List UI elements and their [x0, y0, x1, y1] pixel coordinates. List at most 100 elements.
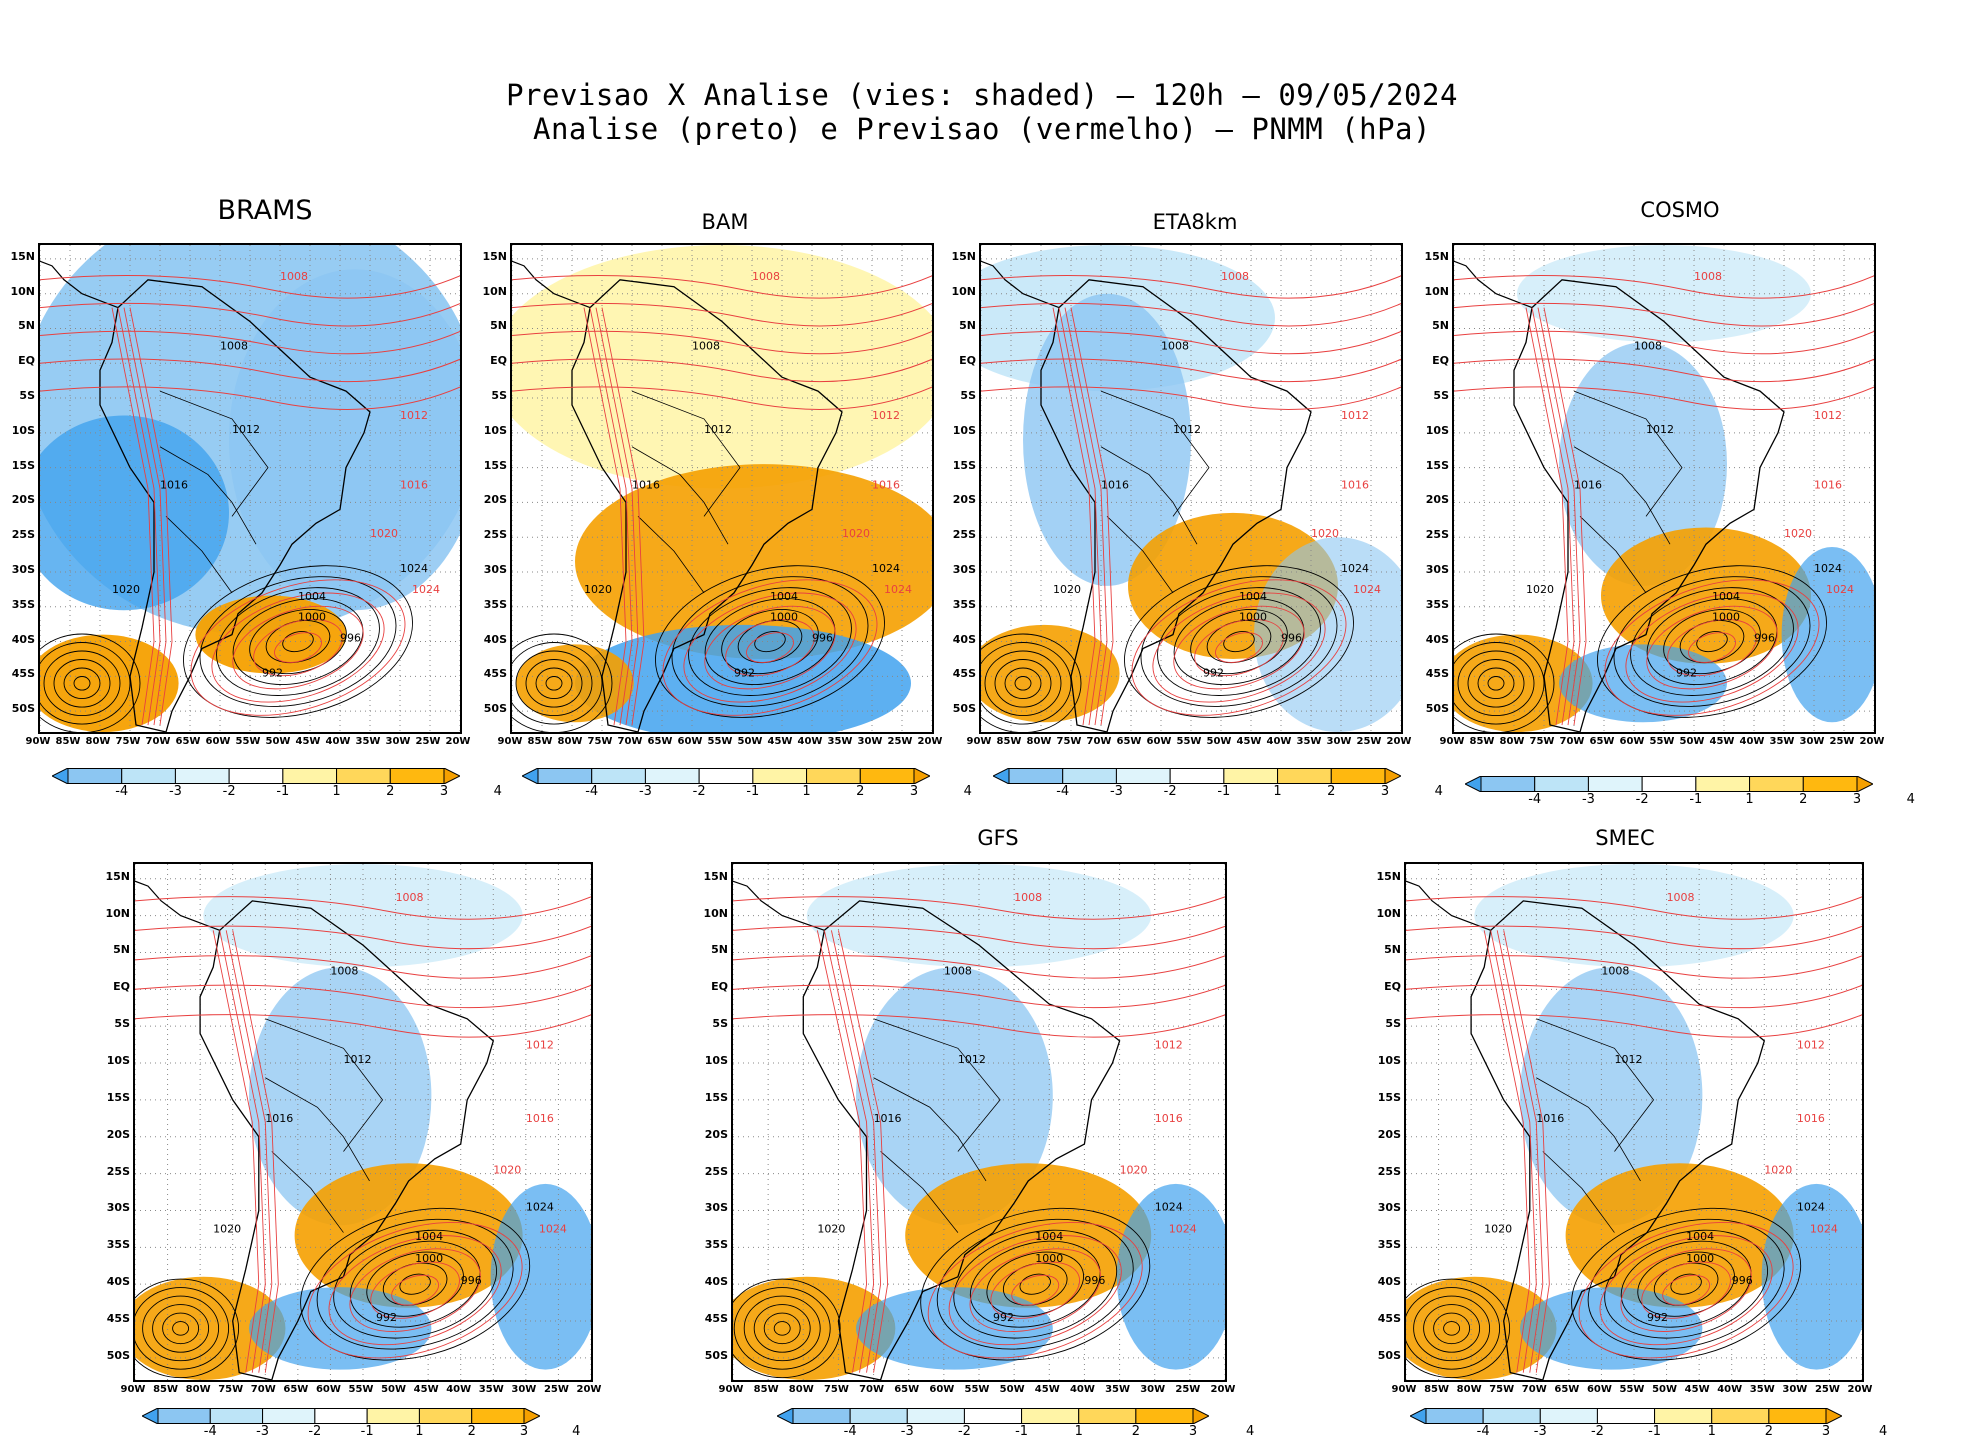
isobar-label-analysis: 1012	[1173, 423, 1201, 436]
figure-title-line1: Previsao X Analise (vies: shaded) — 120h…	[506, 78, 1458, 112]
isobar-label-analysis: 1020	[584, 583, 612, 596]
colorbar	[1465, 776, 1873, 792]
lon-tick-label: 30W	[1140, 1384, 1166, 1395]
isobar-label-analysis: 1024	[1797, 1200, 1825, 1213]
isobar-label-analysis: 992	[1647, 1311, 1668, 1324]
lat-tick-label: 20S	[11, 493, 35, 507]
isobar-label-forecast: 1008	[752, 270, 780, 283]
isobar-label-forecast: 1024	[1353, 583, 1381, 596]
lat-tick-label: 45S	[704, 1312, 728, 1326]
lon-tick-label: 25W	[1175, 1384, 1201, 1395]
bias-shading	[1781, 546, 1874, 723]
lat-tick-label: 15N	[1376, 869, 1401, 883]
lon-tick-label: 30W	[857, 736, 883, 747]
lon-tick-label: 65W	[894, 1384, 920, 1395]
lat-tick-label: EQ	[959, 354, 976, 368]
lat-tick-label: 15N	[482, 249, 507, 263]
lon-tick-label: 80W	[85, 736, 111, 747]
colorbar-label: 4	[1906, 792, 1915, 807]
isobar-label-forecast: 1012	[1797, 1038, 1825, 1051]
lon-tick-label: 30W	[1782, 1384, 1808, 1395]
colorbar-label: 4	[572, 1424, 581, 1439]
lat-tick-label: 20S	[1377, 1127, 1401, 1141]
lon-tick-label: 45W	[1709, 736, 1735, 747]
lon-tick-label: 60W	[1619, 736, 1645, 747]
lat-tick-label: 40S	[1425, 632, 1449, 646]
lon-tick-label: 65W	[283, 1384, 309, 1395]
lon-tick-label: 55W	[964, 1384, 990, 1395]
lon-tick-label: 45W	[767, 736, 793, 747]
lon-tick-label: 75W	[1489, 1384, 1515, 1395]
lat-tick-label: 25S	[952, 528, 976, 542]
lat-tick-label: 15S	[704, 1090, 728, 1104]
lat-tick-label: 30S	[1425, 562, 1449, 576]
lat-tick-label: 5S	[19, 389, 35, 403]
colorbar-label: -1	[746, 784, 760, 799]
lon-tick-label: 60W	[929, 1384, 955, 1395]
lat-tick-label: 10N	[951, 284, 976, 298]
lat-tick-label: 10S	[1377, 1054, 1401, 1068]
colorbar-label: -4	[1476, 1424, 1490, 1439]
lat-tick-label: 15S	[483, 458, 507, 472]
isobar-label-analysis: 1024	[1155, 1200, 1183, 1213]
lat-tick-label: 35S	[11, 597, 35, 611]
isobar-label-analysis: 1004	[1239, 590, 1267, 603]
isobar-label-analysis: 996	[340, 632, 361, 645]
isobar-label-analysis: 1012	[232, 423, 260, 436]
bias-shading	[1254, 537, 1401, 732]
bias-shading	[229, 269, 460, 611]
lon-tick-label: 75W	[587, 736, 613, 747]
isobar-label-analysis: 1000	[1239, 611, 1267, 624]
isobar-label-forecast: 1012	[1814, 409, 1842, 422]
lat-tick-label: 45S	[1425, 667, 1449, 681]
colorbar-label: 2	[386, 784, 395, 799]
coastline	[1040, 279, 1312, 732]
isobar-label-analysis: 992	[1676, 666, 1697, 679]
isobar-label-forecast: 1016	[1155, 1112, 1183, 1125]
map-canvas: 1008 1012 1016 1020 1024 1004 1000 996 992 1008 10…	[1454, 245, 1874, 732]
lon-tick-label: 20W	[917, 736, 943, 747]
lat-tick-label: 50S	[704, 1348, 728, 1362]
lat-tick-label: 10N	[10, 284, 35, 298]
lon-tick-label: 55W	[1619, 1384, 1645, 1395]
lon-tick-label: 50W	[265, 736, 291, 747]
lat-tick-label: 5N	[711, 943, 728, 957]
map-canvas: 1008 1012 1016 1020 1024 1004 1000 996 992 1008 10…	[512, 245, 932, 732]
bias-shading	[490, 1183, 591, 1370]
isobar-label-analysis: 1008	[1634, 339, 1662, 352]
lon-tick-label: 40W	[1266, 736, 1292, 747]
colorbar-label: -4	[843, 1424, 857, 1439]
lon-tick-label: 45W	[1236, 736, 1262, 747]
coastline	[199, 900, 495, 1380]
lon-tick-label: 45W	[413, 1384, 439, 1395]
lat-tick-label: 35S	[704, 1238, 728, 1252]
lat-tick-label: EQ	[1384, 980, 1401, 994]
isobar-label-analysis: 1020	[1053, 583, 1081, 596]
isobar-label-analysis: 1024	[1341, 562, 1369, 575]
lon-tick-label: 85W	[753, 1384, 779, 1395]
map-panel-bam: 1008 1012 1016 1020 1024 1004 1000 996 992 1008 10…	[510, 243, 934, 734]
isobar-label-forecast: 1020	[1311, 527, 1339, 540]
lat-tick-label: 45S	[952, 667, 976, 681]
map-panel-cosmo: 1008 1012 1016 1020 1024 1004 1000 996 992 1008 10…	[1452, 243, 1876, 734]
colorbar-label: 2	[467, 1424, 476, 1439]
isobar-label-analysis: 1012	[704, 423, 732, 436]
bias-shading	[249, 967, 432, 1226]
lat-tick-label: 45S	[106, 1312, 130, 1326]
lat-tick-label: 15N	[1424, 249, 1449, 263]
map-panel-unnamed: 1008 1012 1016 1020 1024 1004 1000 996 992 1008 10…	[133, 862, 593, 1382]
lon-tick-label: 40W	[1717, 1384, 1743, 1395]
bias-shading	[40, 634, 179, 732]
lon-tick-label: 75W	[1056, 736, 1082, 747]
isobar-label-analysis: 1008	[692, 339, 720, 352]
isobar-label-forecast: 1008	[280, 270, 308, 283]
colorbar	[777, 1408, 1209, 1424]
lon-tick-label: 85W	[55, 736, 81, 747]
lat-tick-label: 25S	[1377, 1164, 1401, 1178]
lat-tick-label: 10S	[1425, 423, 1449, 437]
bias-shading	[1474, 864, 1794, 968]
colorbar-label: 2	[1799, 792, 1808, 807]
lon-tick-label: 90W	[1391, 1384, 1417, 1395]
lat-tick-label: 20S	[1425, 493, 1449, 507]
lon-tick-label: 55W	[1649, 736, 1675, 747]
